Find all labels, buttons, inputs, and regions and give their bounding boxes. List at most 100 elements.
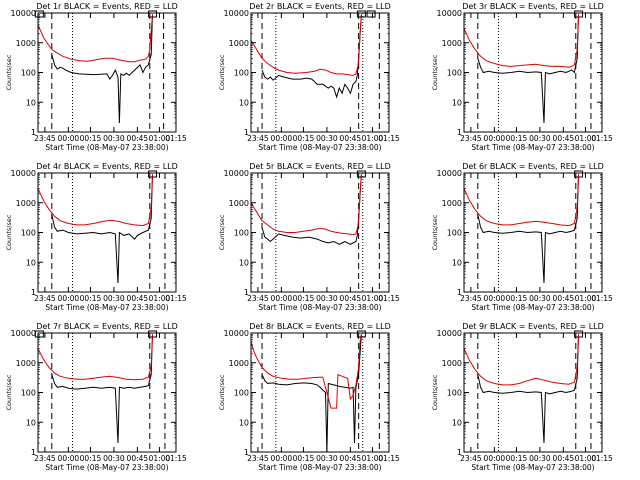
marker-box: [148, 10, 158, 18]
panel-det-7r: Det 7r BLACK = Events, RED = LLD 1 10 100 10…: [5, 322, 187, 472]
marker-box: [574, 330, 584, 338]
series-line-lld: [250, 174, 362, 236]
x-tick-label: 00:15: [506, 134, 528, 143]
y-tick-label: 1000: [16, 199, 36, 208]
y-tick-label: 1: [244, 288, 249, 297]
y-axis-label: Counts/sec: [5, 214, 13, 250]
y-tick-label: 1: [244, 448, 249, 457]
y-tick-label: 10000: [11, 9, 36, 18]
y-axis-label: Counts/sec: [218, 214, 226, 250]
y-tick-label: 10000: [224, 169, 249, 178]
x-tick-label: 00:30: [103, 134, 125, 143]
x-tick-label: 01:15: [165, 294, 187, 303]
y-tick-label: 10000: [437, 9, 462, 18]
marker-box: [34, 330, 44, 338]
x-tick-label: 01:15: [378, 134, 400, 143]
y-tick-label: 100: [447, 389, 462, 398]
panel-title: Det 1r BLACK = Events, RED = LLD: [36, 2, 178, 11]
x-axis-label: Start Time (08-May-07 23:38:00): [258, 463, 381, 472]
x-tick-label: 01:15: [591, 134, 613, 143]
series-line-events: [477, 174, 579, 284]
y-tick-label: 10: [239, 418, 249, 427]
x-tick-label: 00:00: [58, 134, 80, 143]
x-tick-label: 23:45: [34, 134, 56, 143]
y-tick-label: 10: [452, 418, 462, 427]
x-tick-label: 00:45: [127, 454, 149, 463]
x-axis-label: Start Time (08-May-07 23:38:00): [471, 143, 594, 152]
x-tick-label: 00:30: [316, 454, 338, 463]
x-axis-label: Start Time (08-May-07 23:38:00): [471, 463, 594, 472]
x-tick-label: 00:15: [506, 454, 528, 463]
panel-det-3r: Det 3r BLACK = Events, RED = LLD 1 10 100 10…: [431, 2, 613, 152]
marker-box: [574, 10, 584, 18]
plot-frame: [37, 332, 177, 453]
x-tick-label: 00:45: [553, 294, 575, 303]
x-tick-label: 00:00: [484, 294, 506, 303]
y-tick-label: 100: [234, 389, 249, 398]
x-tick-label: 00:00: [58, 294, 80, 303]
x-tick-label: 00:15: [80, 454, 102, 463]
plot-frame: [250, 172, 390, 293]
x-tick-label: 23:45: [247, 134, 269, 143]
series-line-lld: [463, 14, 579, 68]
y-tick-label: 10000: [224, 9, 249, 18]
x-tick-label: 23:45: [247, 294, 269, 303]
y-tick-label: 100: [447, 229, 462, 238]
y-tick-label: 10: [239, 98, 249, 107]
y-tick-label: 10000: [224, 329, 249, 338]
x-tick-label: 00:45: [340, 454, 362, 463]
x-tick-label: 01:15: [591, 294, 613, 303]
y-tick-label: 1000: [442, 39, 462, 48]
series-line-events: [51, 174, 153, 284]
y-tick-label: 1000: [229, 199, 249, 208]
panel-det-6r: Det 6r BLACK = Events, RED = LLD 1 10 100 10…: [431, 162, 613, 312]
y-tick-label: 1000: [16, 39, 36, 48]
series-line-events: [477, 334, 579, 444]
x-axis-label: Start Time (08-May-07 23:38:00): [258, 303, 381, 312]
x-tick-label: 00:15: [293, 294, 315, 303]
panel-det-5r: Det 5r BLACK = Events, RED = LLD 1 10 100 10…: [218, 162, 400, 312]
y-tick-label: 10000: [11, 329, 36, 338]
y-tick-label: 100: [447, 69, 462, 78]
x-tick-label: 00:00: [484, 454, 506, 463]
x-tick-label: 23:45: [34, 454, 56, 463]
x-tick-label: 00:30: [529, 134, 551, 143]
x-tick-label: 23:45: [460, 294, 482, 303]
x-tick-label: 01:15: [378, 294, 400, 303]
x-tick-label: 00:00: [484, 134, 506, 143]
x-tick-label: 01:15: [165, 134, 187, 143]
x-tick-label: 01:00: [149, 134, 171, 143]
x-tick-label: 00:30: [316, 294, 338, 303]
x-axis-label: Start Time (08-May-07 23:38:00): [45, 143, 168, 152]
y-axis-label: Counts/sec: [218, 374, 226, 410]
x-tick-label: 00:45: [340, 294, 362, 303]
y-tick-label: 100: [21, 229, 36, 238]
x-tick-label: 01:00: [362, 454, 384, 463]
y-tick-label: 1: [457, 288, 462, 297]
marker-box: [356, 330, 366, 338]
x-tick-label: 00:15: [293, 454, 315, 463]
panel-title: Det 2r BLACK = Events, RED = LLD: [249, 2, 391, 11]
panel-title: Det 8r BLACK = Events, RED = LLD: [249, 322, 391, 331]
x-tick-label: 00:15: [80, 294, 102, 303]
y-tick-label: 1: [244, 128, 249, 137]
series-line-lld: [463, 174, 579, 227]
marker-box: [34, 10, 44, 18]
x-tick-label: 23:45: [247, 454, 269, 463]
y-tick-label: 100: [21, 69, 36, 78]
y-axis-label: Counts/sec: [431, 54, 439, 90]
y-tick-label: 10: [26, 418, 36, 427]
x-tick-label: 01:00: [575, 294, 597, 303]
y-tick-label: 1000: [442, 199, 462, 208]
series-line-events: [51, 14, 153, 124]
y-tick-label: 1000: [442, 359, 462, 368]
y-tick-label: 1: [31, 288, 36, 297]
y-tick-label: 10: [452, 98, 462, 107]
x-tick-label: 01:15: [165, 454, 187, 463]
panel-title: Det 5r BLACK = Events, RED = LLD: [249, 162, 391, 171]
y-axis-label: Counts/sec: [218, 54, 226, 90]
y-tick-label: 1000: [229, 39, 249, 48]
marker-box: [148, 170, 158, 178]
x-tick-label: 00:30: [103, 454, 125, 463]
